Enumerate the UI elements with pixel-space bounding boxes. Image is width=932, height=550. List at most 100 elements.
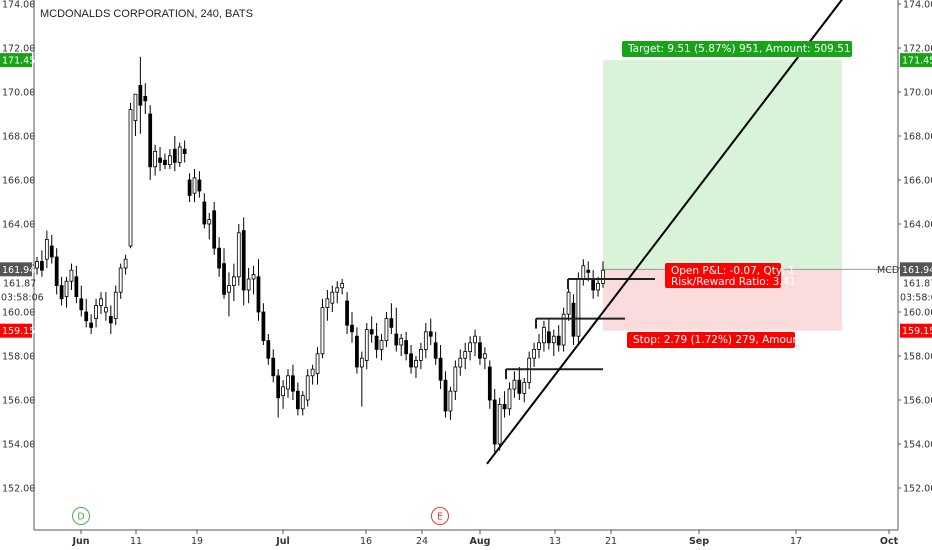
- candle-body: [128, 109, 133, 247]
- candle-body: [438, 357, 443, 381]
- candle-body: [54, 256, 59, 287]
- profit-zone: [603, 60, 842, 270]
- candle-body: [542, 326, 546, 344]
- candle-body: [546, 331, 551, 344]
- right-stop-tag-text: 159.15: [902, 326, 932, 337]
- candle-body: [384, 318, 389, 342]
- candle-body: [99, 298, 103, 306]
- y-tick-label-left: 164.00: [2, 220, 35, 231]
- candle-body: [217, 247, 221, 269]
- candle-body: [320, 307, 325, 355]
- right-stop-tag-bg: [900, 323, 932, 338]
- stop-label-bg: [627, 332, 795, 348]
- x-tick-label: 11: [130, 536, 142, 547]
- candle-body: [423, 331, 428, 350]
- candle-body: [537, 342, 541, 350]
- candle-body: [335, 287, 340, 293]
- candle-body: [350, 324, 354, 333]
- candle-body: [355, 335, 359, 368]
- event-marker-e: [431, 507, 449, 525]
- candle-body: [222, 263, 226, 295]
- candle-body: [404, 340, 409, 355]
- candle-body: [182, 148, 187, 154]
- candle-body: [359, 357, 364, 368]
- candle-body: [330, 291, 335, 304]
- candle-body: [340, 282, 345, 289]
- candle-body: [44, 238, 49, 260]
- left-target-tag-text: 171.45: [2, 56, 35, 67]
- candle-body: [571, 302, 576, 337]
- pnl-label-bg: [665, 263, 781, 288]
- candle-body: [487, 366, 492, 401]
- candle-body: [596, 282, 600, 291]
- pnl-label-text: Open P&L: -0.07, Qty: 1: [671, 265, 795, 277]
- right-countdown: 03:58:06: [900, 292, 932, 303]
- y-tick-label-left: 170.00: [2, 88, 35, 99]
- left-stop-tag-text: 159.15: [2, 326, 35, 337]
- y-tick-label-left: 166.00: [2, 176, 35, 187]
- candles: [35, 56, 605, 455]
- y-tick-label-right: 158.00: [903, 352, 932, 363]
- candle-body: [478, 342, 482, 359]
- candle-body: [177, 146, 182, 163]
- candle-body: [35, 260, 39, 269]
- candle-body: [374, 335, 379, 350]
- chart-title: MCDONALDS CORPORATION, 240, BATS: [40, 8, 253, 20]
- stop-label-text: Stop: 2.79 (1.72%) 279, Amount: 497.21: [633, 334, 847, 346]
- event-marker-d: [72, 507, 90, 525]
- candle-body: [84, 311, 89, 322]
- candle-body: [172, 148, 177, 163]
- x-tick-label: Aug: [470, 536, 491, 547]
- event-marker-text: E: [437, 512, 443, 523]
- candle-body: [251, 274, 256, 280]
- candle-body: [463, 351, 468, 359]
- candle-body: [207, 219, 212, 225]
- candle-body: [59, 285, 64, 300]
- candle-body: [138, 85, 143, 106]
- candle-body: [153, 150, 157, 168]
- candle-body: [241, 230, 246, 291]
- candle-body: [118, 267, 123, 293]
- candle-body: [40, 260, 44, 271]
- candle-body: [591, 278, 596, 291]
- x-tick-label: 24: [416, 536, 428, 547]
- candle-body: [364, 329, 369, 361]
- x-tick-label: Sep: [689, 536, 709, 547]
- y-tick-label-left: 152.00: [2, 484, 35, 495]
- candle-body: [399, 337, 404, 346]
- candle-body: [286, 375, 290, 390]
- candle-body: [389, 318, 394, 328]
- y-tick-label-right: 156.00: [903, 396, 932, 407]
- left-last-tag-text: 161.94: [2, 265, 35, 276]
- candle-body: [246, 278, 251, 291]
- right-last-tag-bg: [900, 262, 932, 277]
- y-tick-label-left: 158.00: [2, 352, 35, 363]
- candle-body: [512, 379, 517, 390]
- candle-body: [448, 390, 453, 412]
- candle-body: [79, 298, 84, 311]
- candle-body: [507, 388, 512, 410]
- candle-body: [532, 348, 536, 359]
- right-last-tag-text: 161.94: [902, 265, 932, 276]
- y-tick-label-right: 166.00: [903, 176, 932, 187]
- candle-body: [192, 177, 197, 194]
- candle-body: [458, 357, 463, 368]
- y-tick-label-right: 160.00: [903, 308, 932, 319]
- left-target-tag-bg: [0, 53, 32, 68]
- left-prev-close: 161.87: [3, 278, 36, 289]
- candle-body: [556, 335, 561, 346]
- left-last-tag-bg: [0, 262, 32, 277]
- trendline: [486, 0, 843, 465]
- candle-body: [49, 245, 54, 258]
- candle-body: [473, 335, 477, 344]
- candle-body: [113, 291, 118, 320]
- target-label-text: Target: 9.51 (5.87%) 951, Amount: 509.51: [627, 43, 851, 55]
- drawings: Target: 9.51 (5.87%) 951, Amount: 509.51…: [486, 0, 852, 465]
- x-tick-label: Jun: [71, 536, 89, 547]
- candle-body: [325, 298, 330, 308]
- candle-body: [64, 280, 69, 298]
- x-tick-label: 19: [191, 536, 203, 547]
- candle-body: [561, 313, 566, 346]
